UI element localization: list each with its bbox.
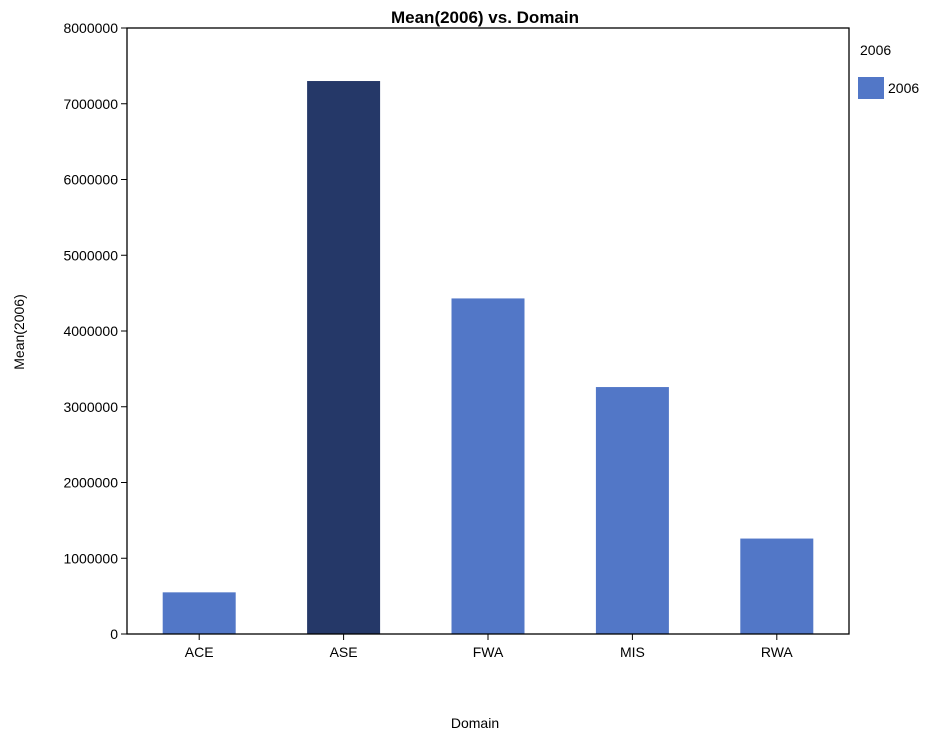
x-axis-label: Domain xyxy=(451,715,499,731)
x-tick-label: RWA xyxy=(761,644,794,660)
x-axis: ACE ASE FWA MIS RWA xyxy=(185,634,794,660)
bar-ase[interactable] xyxy=(307,81,381,634)
bar-rwa[interactable] xyxy=(740,538,814,634)
bar-ace[interactable] xyxy=(162,592,236,634)
bar-mis[interactable] xyxy=(595,387,669,634)
y-tick-label: 2000000 xyxy=(63,475,118,491)
legend-title: 2006 xyxy=(860,42,891,58)
y-tick-label: 1000000 xyxy=(63,550,118,566)
y-tick-label: 5000000 xyxy=(63,247,118,263)
chart-title: Mean(2006) vs. Domain xyxy=(391,8,579,27)
y-tick-label: 0 xyxy=(110,626,118,642)
legend-entry: 2006 xyxy=(888,80,919,96)
y-tick-label: 7000000 xyxy=(63,96,118,112)
y-tick-label: 4000000 xyxy=(63,323,118,339)
x-tick-label: FWA xyxy=(473,644,504,660)
y-axis-label: Mean(2006) xyxy=(11,294,27,370)
x-tick-label: ASE xyxy=(330,644,358,660)
x-tick-label: ACE xyxy=(185,644,214,660)
legend: 2006 2006 xyxy=(858,42,919,99)
y-axis: 0 1000000 2000000 3000000 4000000 5000000 6000… xyxy=(63,20,127,642)
plot-area-frame xyxy=(126,27,850,635)
y-tick-label: 3000000 xyxy=(63,399,118,415)
y-tick-label: 8000000 xyxy=(63,20,118,36)
x-tick-label: MIS xyxy=(620,644,645,660)
y-tick-label: 6000000 xyxy=(63,172,118,188)
legend-swatch xyxy=(858,77,884,99)
bar-series xyxy=(162,81,814,634)
bar-fwa[interactable] xyxy=(451,298,525,634)
